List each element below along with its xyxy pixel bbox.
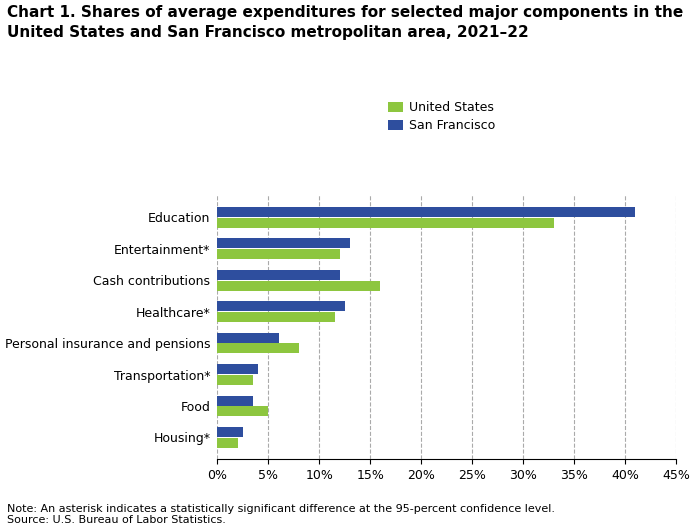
Bar [217, 343, 299, 353]
Bar [217, 395, 253, 406]
Text: Chart 1. Shares of average expenditures for selected major components in the
Uni: Chart 1. Shares of average expenditures … [7, 5, 683, 40]
Text: Note: An asterisk indicates a statistically significant difference at the 95-per: Note: An asterisk indicates a statistica… [7, 504, 555, 525]
Legend: United States, San Francisco: United States, San Francisco [388, 101, 495, 133]
Bar [217, 364, 258, 374]
Bar [217, 218, 554, 228]
Bar [217, 312, 335, 322]
Bar [217, 301, 345, 312]
Bar [217, 239, 350, 249]
Bar [217, 438, 238, 448]
Bar [217, 406, 268, 416]
Bar [217, 427, 243, 437]
Bar [217, 280, 380, 290]
Bar [217, 375, 253, 385]
Bar [217, 207, 635, 217]
Bar [217, 249, 339, 259]
Bar [217, 333, 279, 343]
Bar [217, 270, 339, 280]
